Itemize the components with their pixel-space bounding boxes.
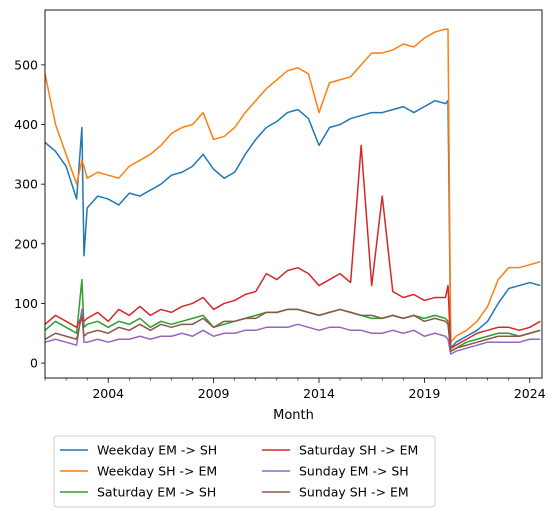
y-tick-label: 0: [30, 356, 38, 371]
y-tick-label: 500: [14, 57, 38, 72]
legend: Weekday EM -> SH Weekday SH -> EM Saturday…: [53, 435, 436, 508]
legend-entry-label: Saturday EM -> SH: [97, 485, 216, 500]
legend-entry-label: Saturday SH -> EM: [299, 443, 418, 458]
ticks-layer: 0 100 200 300 400 500 2004 2009 2014 2019 2024: [14, 57, 546, 401]
legend-frame: [53, 435, 436, 508]
x-tick-label: 2019: [408, 386, 440, 401]
series-line-6: [44, 308, 541, 352]
series-layer: [44, 28, 541, 355]
y-tick-label: 400: [14, 117, 38, 132]
y-tick-label: 100: [14, 296, 38, 311]
legend-entry-label: Weekday SH -> EM: [97, 464, 217, 479]
series-line-4: [44, 144, 541, 349]
x-tick-label: 2004: [92, 386, 124, 401]
series-line-3: [44, 278, 541, 352]
y-tick-label: 300: [14, 177, 38, 192]
series-line-1: [44, 99, 541, 349]
x-axis-title: Month: [273, 408, 314, 423]
x-tick-label: 2024: [514, 386, 546, 401]
y-tick-label: 200: [14, 236, 38, 251]
series-line-5: [44, 308, 541, 355]
x-tick-label: 2014: [303, 386, 335, 401]
legend-entry-label: Sunday SH -> EM: [299, 485, 409, 500]
plot-frame: [44, 9, 543, 379]
x-tick-label: 2009: [198, 386, 230, 401]
legend-entry-label: Weekday EM -> SH: [97, 443, 217, 458]
series-line-2: [44, 28, 541, 343]
legend-entry-label: Sunday EM -> SH: [299, 464, 409, 479]
